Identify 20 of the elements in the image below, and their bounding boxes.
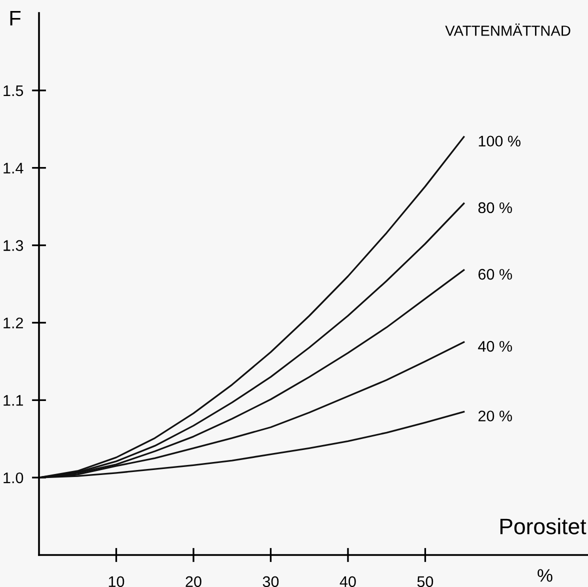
series-label: 80 %	[478, 202, 512, 214]
y-tick-label: 1.4	[4, 162, 24, 174]
x-tick-label: 20	[186, 576, 202, 587]
x-tick-label: 10	[108, 576, 124, 587]
y-tick-label: 1.2	[4, 318, 23, 328]
y-tick-label: 1.5	[4, 85, 24, 96]
x-tick-label: 50	[417, 576, 434, 587]
y-tick-label: 1.3	[4, 240, 24, 251]
x-tick-label: 30	[262, 576, 279, 587]
series-label: 60 %	[478, 268, 512, 280]
x-tick-label: 40	[340, 576, 356, 587]
series-label: 100 %	[478, 136, 520, 147]
text: %	[538, 569, 552, 582]
y-axis-title: F	[10, 11, 21, 26]
y-tick-label: 1.0	[4, 472, 24, 484]
series-label: 40 %	[478, 340, 512, 352]
x-axis-title: Porositet	[500, 518, 586, 534]
y-tick-label: 1.1	[4, 395, 23, 406]
legend-title: VATTENMÄTTNAD	[445, 24, 570, 36]
series-label: 20 %	[478, 410, 512, 422]
